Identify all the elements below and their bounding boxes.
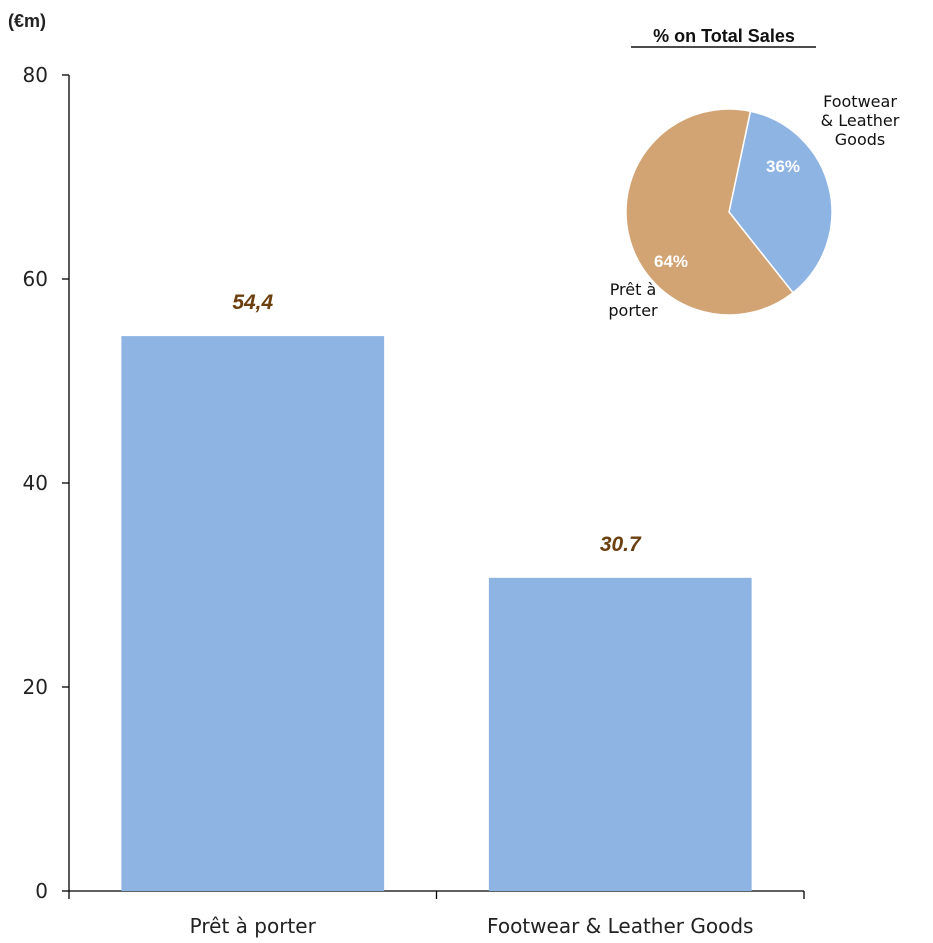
pie-percent-label: 64%	[654, 252, 688, 271]
pie-chart: % on Total Sales 36% Footwear & Leather Goo…	[608, 26, 899, 320]
y-tick-label: 20	[23, 675, 48, 699]
pie-category-label: Prêt à porter	[608, 280, 658, 320]
pie-slice	[728, 110, 833, 294]
bar-data-label: 54,4	[232, 291, 273, 314]
bar-data-label: 30.7	[600, 533, 642, 556]
y-tick-label: 60	[23, 267, 48, 291]
x-category-label: Footwear & Leather Goods	[487, 914, 753, 938]
y-tick-label: 40	[23, 471, 48, 495]
x-category-label: Prêt à porter	[190, 914, 317, 938]
pie-percent-label: 36%	[766, 157, 800, 176]
y-tick-label: 0	[35, 879, 48, 903]
bar	[488, 577, 752, 891]
y-tick-label: 80	[23, 63, 48, 87]
bar	[121, 336, 385, 891]
pie-category-label: Footwear & Leather Goods	[821, 92, 900, 149]
y-unit-label: (€m)	[8, 11, 46, 31]
pie-slice	[625, 108, 795, 316]
bar-series: 54,4 Prêt à porter 30.7 Footwear & Leather …	[121, 291, 753, 938]
pie-title: % on Total Sales	[653, 26, 795, 46]
